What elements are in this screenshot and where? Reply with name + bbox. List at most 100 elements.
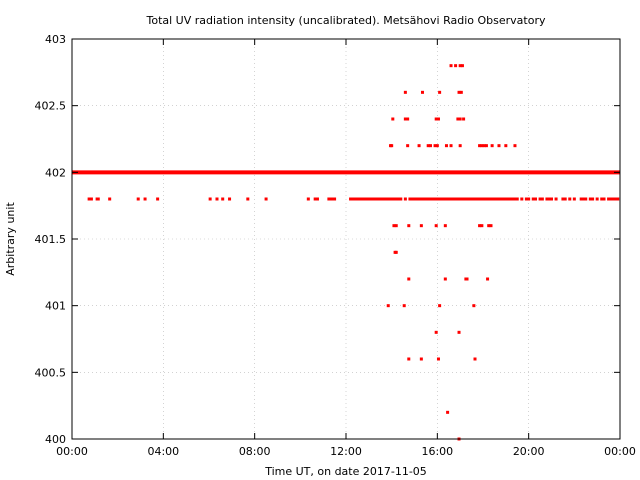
data-point — [397, 197, 401, 201]
data-point — [392, 224, 396, 228]
data-point — [482, 144, 486, 148]
data-point — [438, 90, 442, 94]
data-point — [607, 197, 611, 201]
data-point — [492, 197, 496, 201]
data-point — [378, 197, 382, 201]
data-point — [385, 197, 389, 201]
data-point — [443, 277, 447, 281]
data-point — [333, 197, 337, 201]
chart-title: Total UV radiation intensity (uncalibrat… — [146, 14, 546, 27]
data-point — [422, 197, 426, 201]
data-point — [208, 197, 212, 201]
data-point — [454, 197, 458, 201]
data-point — [454, 64, 458, 68]
data-point — [436, 357, 440, 361]
data-point — [371, 197, 375, 201]
data-point — [456, 197, 460, 201]
data-point — [600, 197, 604, 201]
data-point — [387, 197, 391, 201]
data-point — [554, 197, 558, 201]
data-point — [616, 197, 620, 201]
data-point — [403, 90, 407, 94]
data-point — [478, 224, 482, 228]
data-point — [456, 117, 460, 121]
data-point — [588, 197, 592, 201]
data-point — [462, 117, 466, 121]
data-point — [511, 197, 515, 201]
x-tick-label: 20:00 — [513, 445, 545, 458]
data-point — [545, 197, 549, 201]
data-point — [611, 197, 615, 201]
data-points — [87, 64, 620, 441]
data-point — [410, 197, 414, 201]
y-tick-label: 402.5 — [35, 100, 67, 113]
data-point — [394, 224, 398, 228]
data-point — [451, 197, 455, 201]
data-point — [419, 357, 423, 361]
data-point — [434, 330, 438, 334]
y-tick-label: 403 — [45, 33, 66, 46]
data-point — [495, 197, 499, 201]
data-point — [481, 197, 485, 201]
data-point — [502, 197, 506, 201]
data-point — [434, 117, 438, 121]
data-point — [392, 197, 396, 201]
x-tick-label: 08:00 — [239, 445, 271, 458]
data-point — [499, 197, 503, 201]
data-point — [458, 64, 462, 68]
y-axis: 400 400.5 401 401.5 402 402.5 403 — [35, 33, 620, 446]
data-point — [550, 197, 553, 201]
data-point — [489, 224, 493, 228]
data-point — [467, 197, 471, 201]
data-point — [315, 197, 319, 201]
data-point — [487, 224, 491, 228]
data-point — [386, 304, 390, 308]
x-axis: 00:00 04:00 08:00 12:00 16:00 20:00 00:00 — [56, 39, 636, 458]
data-point — [419, 224, 423, 228]
data-point — [403, 197, 407, 201]
data-point — [463, 197, 467, 201]
y-axis-label: Arbitrary unit — [4, 202, 17, 276]
data-point — [568, 197, 572, 201]
y-tick-label: 401.5 — [35, 233, 67, 246]
data-point — [460, 64, 464, 68]
data-point — [426, 197, 430, 201]
data-point — [406, 117, 410, 121]
data-point — [504, 144, 508, 148]
data-point — [572, 197, 576, 201]
data-point — [459, 90, 463, 94]
data-point — [472, 304, 476, 308]
data-point — [108, 197, 112, 201]
data-point — [391, 117, 395, 121]
data-point — [473, 357, 477, 361]
data-point — [407, 277, 411, 281]
data-point — [419, 197, 423, 201]
y-tick-label: 401 — [45, 300, 66, 313]
data-point — [383, 197, 387, 201]
data-point — [358, 197, 362, 201]
data-point — [520, 197, 524, 201]
data-point — [490, 197, 494, 201]
data-point — [602, 197, 606, 201]
data-point — [426, 144, 430, 148]
data-point — [449, 64, 453, 68]
data-point — [431, 197, 435, 201]
data-point — [479, 197, 483, 201]
data-point — [390, 197, 394, 201]
data-point — [413, 197, 416, 201]
data-point — [367, 197, 371, 201]
data-point — [444, 144, 448, 148]
x-tick-label: 16:00 — [421, 445, 453, 458]
data-point — [508, 197, 512, 201]
data-point — [330, 197, 334, 201]
data-point — [365, 197, 369, 201]
x-tick-label: 04:00 — [147, 445, 179, 458]
x-tick-label: 00:00 — [604, 445, 636, 458]
data-point — [433, 197, 437, 201]
data-point — [96, 197, 100, 201]
x-axis-label: Time UT, on date 2017-11-05 — [264, 465, 427, 478]
data-point — [579, 197, 583, 201]
data-point — [390, 144, 394, 148]
data-point — [246, 197, 250, 201]
data-point — [403, 117, 407, 121]
